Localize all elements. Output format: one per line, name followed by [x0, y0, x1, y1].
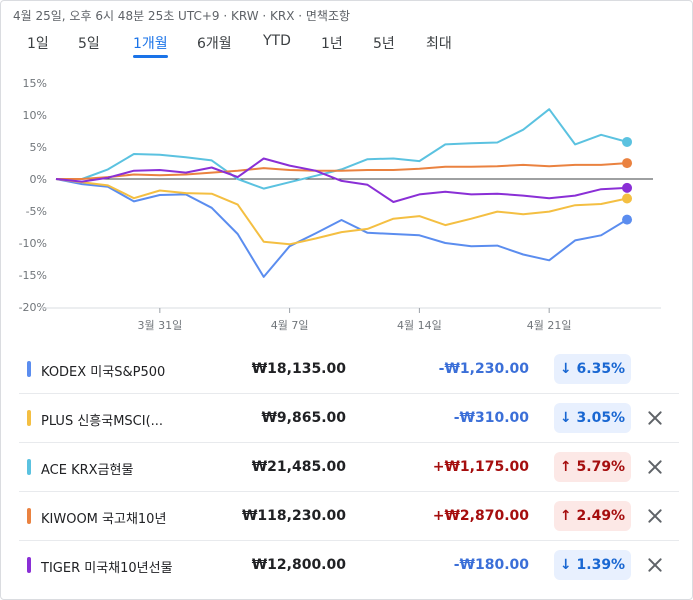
series-end-point-5	[622, 182, 633, 193]
tab-6m[interactable]: 6개월	[197, 36, 232, 52]
y-tick-label: 10%	[23, 109, 47, 122]
y-tick-label: -10%	[19, 237, 47, 250]
percent-value: 2.49%	[576, 508, 626, 524]
series-line-1	[55, 178, 628, 278]
comparison-line-chart[interactable]: 15% 10% 5% 0% -5% -10% -15% -20% 3월 31일 4월 7일 4월 1…	[1, 71, 693, 339]
percent-change-badge: ↓ 3.05%	[554, 403, 631, 433]
series-color-swatch	[27, 508, 31, 524]
tab-5d[interactable]: 5일	[78, 36, 100, 52]
close-icon[interactable]	[645, 506, 665, 526]
arrow-up-icon: ↑	[559, 508, 572, 524]
y-tick-label: -15%	[19, 269, 47, 282]
y-tick-label: -5%	[26, 205, 47, 218]
security-price: ₩18,135.00	[251, 361, 346, 377]
arrow-up-icon: ↑	[559, 459, 572, 475]
x-tick-label: 4월 21일	[527, 318, 572, 332]
y-tick-label: -20%	[19, 301, 47, 314]
tab-5y[interactable]: 5년	[373, 36, 395, 52]
tab-1m[interactable]: 1개월	[133, 33, 168, 58]
close-icon[interactable]	[645, 408, 665, 428]
list-item[interactable]: PLUS 신흥국MSCI(... ₩9,865.00 -₩310.00 ↓ 3.…	[19, 394, 679, 443]
series-color-swatch	[27, 410, 31, 426]
tab-max[interactable]: 최대	[426, 36, 452, 52]
series-color-swatch	[27, 361, 31, 377]
list-item[interactable]: TIGER 미국채10년선물 ₩12,800.00 -₩180.00 ↓ 1.3…	[19, 541, 679, 590]
series-color-swatch	[27, 557, 31, 573]
price-change: -₩310.00	[453, 410, 529, 426]
price-change: -₩180.00	[453, 557, 529, 573]
price-change: +₩1,175.00	[432, 459, 529, 475]
security-price: ₩9,865.00	[261, 410, 346, 426]
price-change: +₩2,870.00	[432, 508, 529, 524]
arrow-down-icon: ↓	[559, 410, 572, 426]
security-name: PLUS 신흥국MSCI(...	[41, 414, 164, 429]
timestamp-disclaimer: 4월 25일, 오후 6시 48분 25초 UTC+9 · KRW · KRX …	[13, 9, 351, 23]
percent-change-badge: ↑ 2.49%	[554, 501, 631, 531]
close-icon[interactable]	[645, 555, 665, 575]
percent-value: 3.05%	[576, 410, 626, 426]
series-end-point-3	[622, 136, 633, 147]
series-line-4	[56, 162, 628, 180]
percent-value: 5.79%	[576, 459, 626, 475]
series-end-point-2	[622, 193, 633, 204]
series-end-point-1	[622, 214, 633, 225]
tab-1d[interactable]: 1일	[27, 36, 49, 52]
x-tick-label: 4월 7일	[271, 318, 309, 332]
tab-ytd[interactable]: YTD	[263, 33, 291, 49]
arrow-down-icon: ↓	[559, 557, 572, 573]
percent-value: 6.35%	[576, 361, 626, 377]
security-price: ₩21,485.00	[251, 459, 346, 475]
tab-1y[interactable]: 1년	[321, 36, 343, 52]
security-name: ACE KRX금현물	[41, 463, 134, 478]
y-tick-label: 0%	[30, 173, 47, 186]
list-item[interactable]: KIWOOM 국고채10년 ₩118,230.00 +₩2,870.00 ↑ 2…	[19, 492, 679, 541]
percent-change-badge: ↑ 5.79%	[554, 452, 631, 482]
list-item[interactable]: ACE KRX금현물 ₩21,485.00 +₩1,175.00 ↑ 5.79%	[19, 443, 679, 492]
percent-change-badge: ↓ 1.39%	[554, 550, 631, 580]
security-name: TIGER 미국채10년선물	[41, 561, 173, 576]
security-price: ₩118,230.00	[241, 508, 346, 524]
security-name: KIWOOM 국고채10년	[41, 512, 167, 527]
x-tick-label: 4월 14일	[397, 318, 442, 332]
list-item[interactable]: KODEX 미국S&P500 ₩18,135.00 -₩1,230.00 ↓ 6…	[19, 345, 679, 394]
arrow-down-icon: ↓	[559, 361, 572, 377]
percent-value: 1.39%	[576, 557, 626, 573]
percent-change-badge: ↓ 6.35%	[554, 354, 631, 384]
y-tick-label: 15%	[23, 77, 47, 90]
series-line-2	[55, 178, 628, 246]
y-tick-label: 5%	[30, 141, 47, 154]
series-color-swatch	[27, 459, 31, 475]
series-end-point-4	[622, 158, 633, 169]
close-icon[interactable]	[645, 457, 665, 477]
series-line-5	[55, 157, 628, 203]
security-name: KODEX 미국S&P500	[41, 365, 166, 380]
price-change: -₩1,230.00	[438, 361, 529, 377]
x-tick-label: 3월 31일	[137, 318, 182, 332]
security-price: ₩12,800.00	[251, 557, 346, 573]
series-line-3	[56, 108, 628, 190]
